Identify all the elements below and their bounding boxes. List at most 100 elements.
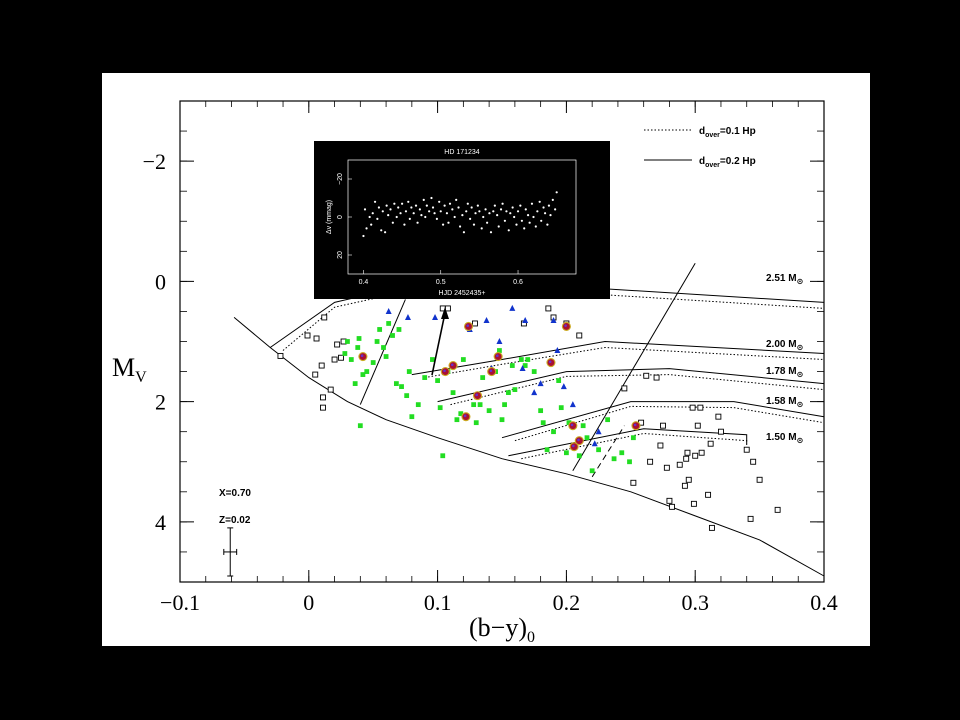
mass-label-150: 1.50 M⊙ [766, 432, 803, 445]
red-circle-core [466, 324, 470, 327]
inset-point [470, 206, 473, 209]
red-circle-core [463, 414, 467, 418]
inset-point [389, 208, 392, 211]
green-square-point [377, 327, 383, 332]
green-square-point [512, 387, 518, 392]
inset-point [422, 198, 425, 201]
green-square-point [627, 459, 632, 465]
blue-triangle-point [595, 428, 602, 435]
open-square-point [683, 455, 690, 462]
green-square-point [619, 450, 625, 456]
open-square-point [320, 404, 326, 411]
open-square-point [681, 482, 688, 489]
inset-point [509, 212, 512, 215]
inset-point [395, 215, 398, 219]
open-square-point [663, 464, 670, 471]
inset-point [368, 215, 371, 219]
inset-point [478, 210, 481, 213]
red-circle-core [489, 369, 493, 373]
green-square-point [450, 390, 456, 396]
open-square-point [743, 446, 750, 453]
inset-point [493, 204, 496, 207]
green-square-point [430, 357, 435, 362]
inset-point [410, 206, 413, 209]
track-dotted-1 [424, 346, 825, 379]
inset-point [476, 204, 479, 207]
inset-ticks: 0.4 0.5 0.6 −20 0 20 [337, 173, 523, 286]
green-square-point [480, 375, 486, 380]
inset-point [412, 212, 415, 215]
blue-triangle-point [537, 380, 544, 387]
inset-point [420, 214, 423, 217]
open-square-point [718, 428, 724, 435]
green-square-point [381, 345, 386, 350]
open-square-point [689, 404, 696, 411]
open-square-point [444, 305, 451, 312]
mass-labels: 2.51 M⊙ 2.00 M⊙ 1.78 M⊙ 1.58 M⊙ 1.50 M⊙ [766, 273, 803, 445]
red-circle-core [360, 354, 364, 358]
open-square-point [313, 335, 320, 342]
blue-triangle-point [522, 316, 529, 323]
x-tick-label: 0.2 [553, 590, 581, 615]
green-square-point [458, 411, 464, 417]
inset-point [433, 212, 436, 215]
green-square-point [460, 357, 466, 362]
blue-triangle-point [385, 307, 392, 314]
open-square-point [653, 374, 660, 381]
y-tick-label: 2 [155, 390, 166, 415]
green-square-point [360, 372, 366, 377]
blue-triangle-point [432, 313, 439, 320]
inset-point [428, 210, 431, 213]
green-square-point [477, 402, 483, 408]
blue-triangle-point [509, 304, 516, 311]
green-square-point [370, 360, 376, 365]
green-square-point [566, 420, 572, 426]
green-square-point [437, 405, 443, 411]
inset-title: HD 171234 [444, 149, 480, 156]
open-square-point [694, 422, 701, 429]
open-square-point [621, 385, 628, 392]
green-square-point [509, 363, 515, 368]
inset-point [528, 221, 531, 224]
green-square-point [584, 435, 590, 441]
open-square-point [304, 332, 311, 339]
inset-point [465, 210, 468, 213]
inset-pointer-arrow [431, 312, 446, 376]
inset-point [551, 198, 554, 201]
inset-point [530, 202, 534, 205]
inset-point [385, 204, 388, 207]
green-square-point [473, 420, 479, 426]
blue-triangle-point [519, 365, 526, 372]
inset-point [505, 210, 508, 213]
inset-y-tick-label: 20 [337, 251, 344, 259]
open-square-point [756, 476, 763, 483]
legend: dover=0.1 Hp dover=0.2 Hp [644, 126, 756, 169]
x-tick-label: 0.3 [681, 590, 709, 615]
open-square-point [318, 362, 325, 369]
inset-point [381, 210, 384, 213]
zams-line [233, 317, 825, 577]
inset-point [435, 217, 438, 220]
blue-triangle-point [531, 389, 538, 396]
open-square-point [684, 449, 691, 456]
open-square-point [698, 449, 705, 456]
inset-point [370, 223, 373, 226]
open-square-point [660, 422, 666, 429]
green-square-point [525, 357, 531, 362]
inset-point [443, 204, 446, 207]
inset-point [461, 214, 464, 217]
inset-points [362, 191, 558, 238]
blue-triangle-point [550, 316, 557, 323]
open-square-point [643, 372, 650, 379]
blue-triangle-point [569, 401, 576, 408]
inset-point [542, 206, 545, 209]
green-square-point [605, 417, 611, 423]
green-square-point [352, 381, 358, 386]
data-markers [277, 304, 781, 531]
inset-point [472, 223, 476, 226]
blue-triangle-point [591, 440, 598, 447]
inset-point [480, 227, 483, 230]
inset-point [455, 198, 458, 201]
green-square-point [415, 402, 421, 408]
